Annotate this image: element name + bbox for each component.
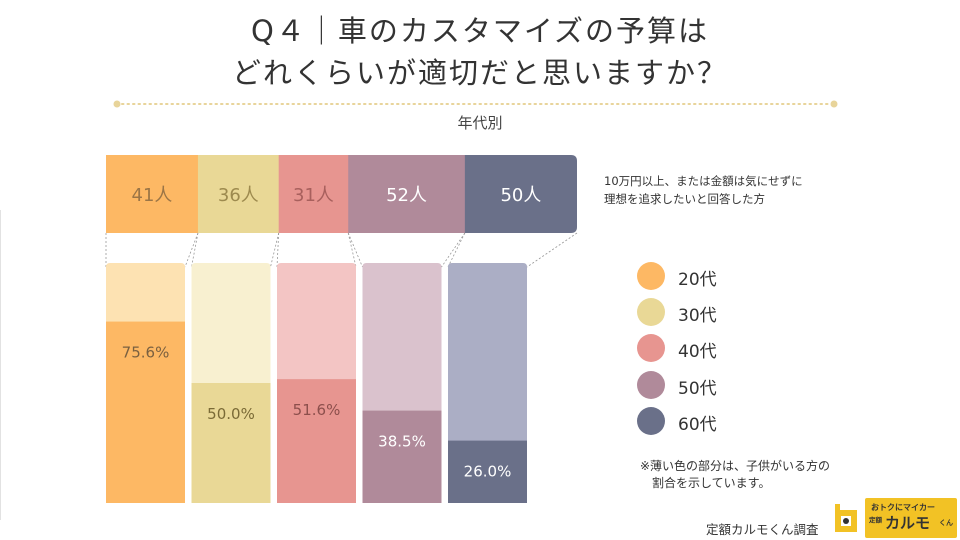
connector-left-4 [347, 232, 363, 268]
legend-label-2: 30代 [678, 306, 717, 326]
column-bar-5 [448, 440, 527, 503]
description-line1: 10万円以上、または金額は気にせずに [604, 174, 803, 188]
legend-label-5: 60代 [678, 415, 717, 435]
count-segment-4 [348, 155, 466, 233]
note-line2: 割合を示しています。 [652, 476, 771, 490]
count-segment-2 [197, 155, 280, 233]
percent-label-4: 38.5% [378, 433, 426, 451]
description-line2: 理想を追求したいと回答した方 [604, 192, 765, 206]
connector-left-5 [447, 232, 466, 268]
count-segment-1 [106, 155, 199, 233]
legend-swatch-2 [637, 298, 665, 326]
left-border [0, 210, 1, 520]
connectors [105, 232, 578, 268]
connector-left-2 [191, 232, 199, 268]
count-label-5: 50人 [500, 185, 541, 206]
legend-label-1: 20代 [678, 270, 717, 290]
connector-right-3 [347, 232, 357, 268]
count-label-4: 52人 [386, 185, 427, 206]
count-label-2: 36人 [218, 185, 259, 206]
logo-tagline: おトクにマイカー [871, 503, 935, 512]
divider-dot-right [830, 100, 838, 108]
percentage-columns: 75.6% 50.0% 51.6% 38.5% 26.0% [106, 263, 527, 503]
logo: おトクにマイカー 定額 カルモ くん [865, 498, 957, 538]
chart-title-line1: Q４｜車のカスタマイズの予算は [251, 14, 709, 48]
legend-swatch-1 [637, 262, 665, 290]
legend-swatch-3 [637, 334, 665, 362]
percent-label-1: 75.6% [122, 344, 170, 362]
legend-label-4: 50代 [678, 379, 717, 399]
count-label-1: 41人 [132, 185, 173, 206]
logo-name: カルモ [885, 514, 931, 532]
source-credit: 定額カルモくん調査 [706, 522, 819, 537]
connector-right-5 [526, 232, 578, 268]
connector-right-2 [270, 232, 280, 268]
percent-label-3: 51.6% [293, 401, 341, 419]
connector-left-3 [276, 232, 280, 268]
count-label-3: 31人 [293, 185, 334, 206]
percent-label-5: 26.0% [464, 463, 512, 481]
legend-label-3: 40代 [678, 342, 717, 362]
connector-right-4 [441, 232, 466, 268]
note-line1: ※薄い色の部分は、子供がいる方の [640, 459, 831, 473]
count-segment-5 [464, 155, 577, 233]
percent-label-2: 50.0% [207, 405, 255, 423]
logo-small-text: 定額 [869, 516, 882, 524]
divider-dot-left [113, 100, 121, 108]
column-bar-2 [191, 383, 271, 503]
legend-swatch-4 [637, 371, 665, 399]
column-bar-1 [106, 321, 185, 503]
count-segment-3 [278, 155, 349, 233]
logo-suffix: くん [939, 519, 953, 527]
chart-subtitle: 年代別 [457, 114, 503, 132]
column-bar-4 [362, 410, 442, 503]
count-stack-bar: 41人 36人 31人 52人 50人 [106, 155, 577, 233]
title-divider [113, 100, 838, 108]
column-bar-3 [277, 379, 356, 503]
legend-swatch-5 [637, 407, 665, 435]
chart-title-line2: どれくらいが適切だと思いますか？ [231, 56, 728, 90]
logo-mascot-icon [835, 504, 857, 532]
connector-right-1 [184, 232, 199, 268]
